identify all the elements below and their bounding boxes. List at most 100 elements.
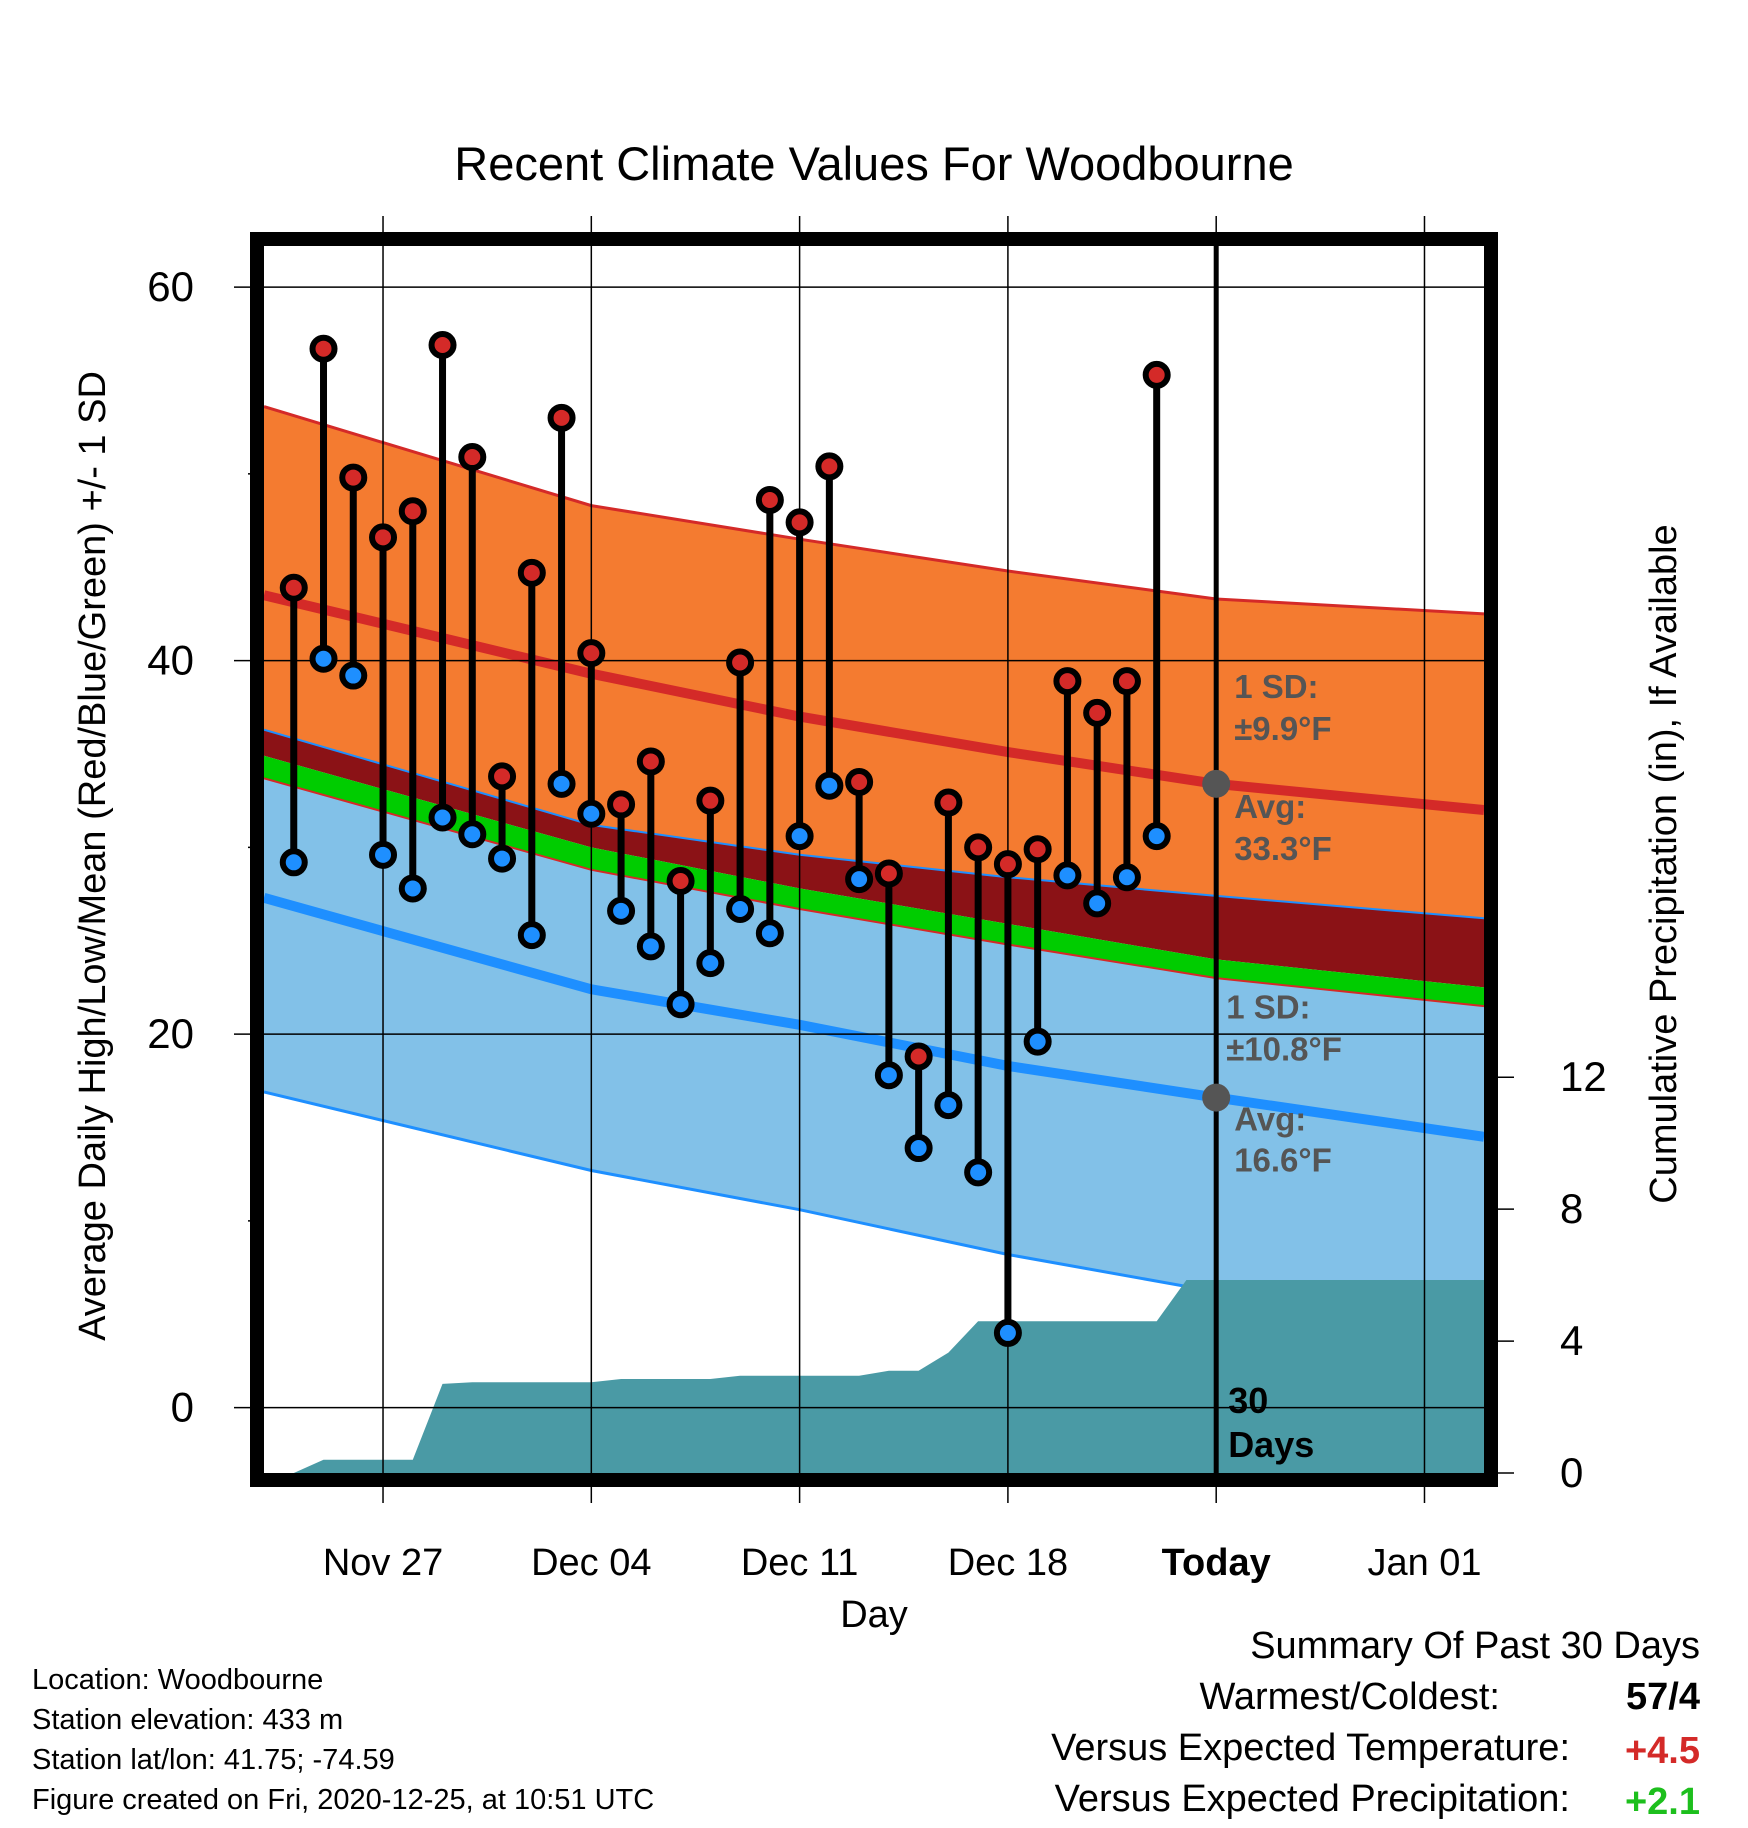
summary-title: Summary Of Past 30 Days (1250, 1625, 1700, 1667)
daily-high-point (398, 497, 427, 526)
daily-low-point (398, 874, 427, 903)
daily-low-point (369, 840, 398, 869)
daily-high-point (845, 767, 874, 796)
info-location: Location: Woodbourne (32, 1664, 324, 1696)
daily-low-point (279, 848, 308, 877)
daily-high-point (636, 747, 665, 776)
daily-high-point (607, 790, 636, 819)
daily-low-point (755, 919, 784, 948)
daily-low-point (339, 661, 368, 690)
daily-low-point (488, 844, 517, 873)
daily-low-point (1023, 1027, 1052, 1056)
daily-low-point (547, 769, 576, 798)
x-tick-label: Jan 01 (1367, 1542, 1481, 1584)
daily-low-point (726, 894, 755, 923)
daily-low-point (785, 822, 814, 851)
low-avg-marker (1202, 1083, 1231, 1112)
daily-high-point (339, 463, 368, 492)
annotation-high-sd-label: 1 SD: (1234, 668, 1318, 705)
daily-high-point (904, 1042, 933, 1071)
warmest-value: 57 (1626, 1676, 1669, 1718)
daily-low-point (517, 921, 546, 950)
high-avg-marker (1202, 769, 1231, 798)
daily-low-point (874, 1061, 903, 1090)
daily-low-point (607, 896, 636, 925)
daily-low-point (458, 820, 487, 849)
info-created: Figure created on Fri, 2020-12-25, at 10… (32, 1784, 655, 1816)
annotation-30-days-label: Days (1228, 1424, 1314, 1465)
annotation-low-sd-value: ±10.8°F (1226, 1031, 1342, 1068)
plot-content (264, 246, 1484, 1473)
daily-low-point (1112, 863, 1141, 892)
daily-high-point (785, 508, 814, 537)
summary-temp-label: Versus Expected Temperature: (1051, 1727, 1570, 1769)
y2-tick-label: 4 (1560, 1317, 1583, 1364)
y2-tick-label: 12 (1560, 1053, 1607, 1100)
daily-high-point (517, 558, 546, 587)
high-plus-sd-line (264, 405, 1484, 616)
daily-high-point (458, 443, 487, 472)
daily-high-point (369, 523, 398, 552)
daily-high-point (696, 786, 725, 815)
daily-low-point (993, 1318, 1022, 1347)
daily-low-point (1053, 861, 1082, 890)
daily-low-point (1083, 889, 1112, 918)
daily-low-point (964, 1158, 993, 1187)
y2-tick-label: 0 (1560, 1449, 1583, 1496)
low-avg-line (264, 892, 1484, 1142)
chart-title: Recent Climate Values For Woodbourne (454, 137, 1293, 190)
daily-low-point (1142, 822, 1171, 851)
info-latlon: Station lat/lon: 41.75; -74.59 (32, 1744, 395, 1776)
daily-high-point (428, 330, 457, 359)
y-tick-label: 40 (147, 637, 194, 684)
plot-frame (250, 232, 1498, 1487)
x-tick-label: Nov 27 (323, 1542, 443, 1584)
annotation-low-avg-value: 16.6°F (1234, 1142, 1332, 1179)
summary-warmest-label: Warmest/Coldest: (1199, 1676, 1500, 1718)
daily-high-point (488, 762, 517, 791)
x-tick-label: Today (1162, 1542, 1271, 1584)
mean-line-band (264, 755, 1484, 1007)
daily-high-point (1112, 667, 1141, 696)
daily-low-point (636, 932, 665, 961)
x-tick-label: Dec 18 (948, 1542, 1068, 1584)
daily-low-point (845, 865, 874, 894)
daily-low-point (577, 799, 606, 828)
summary-precip-label: Versus Expected Precipitation: (1054, 1778, 1570, 1820)
summary-precip-value: +2.1 (1624, 1781, 1700, 1823)
x-tick-label: Dec 04 (531, 1542, 651, 1584)
daily-high-point (934, 788, 963, 817)
daily-low-point (428, 803, 457, 832)
daily-high-point (993, 850, 1022, 879)
annotation-low-avg-label: Avg: (1234, 1101, 1306, 1138)
daily-high-point (309, 334, 338, 363)
high-minus-sd-line (264, 728, 1484, 920)
daily-low-point (666, 990, 695, 1019)
y-tick-label: 20 (147, 1010, 194, 1057)
summary-warmest-value: 57/4 (1626, 1676, 1700, 1718)
daily-high-point (1142, 360, 1171, 389)
annotation-high-sd-value: ±9.9°F (1234, 710, 1331, 747)
daily-low-point (815, 771, 844, 800)
y2-axis-label: Cumulative Precipitation (in), If Availa… (1643, 524, 1685, 1203)
daily-high-point (279, 573, 308, 602)
daily-high-point (577, 639, 606, 668)
daily-high-point (755, 485, 784, 514)
annotation-high-avg-value: 33.3°F (1234, 830, 1332, 867)
daily-high-point (726, 648, 755, 677)
x-axis-label: Day (840, 1594, 908, 1636)
low-sd-band (264, 778, 1484, 1333)
plot-area: 1 SD: ±9.9°F Avg: 33.3°F 1 SD: ±10.8°F Avg: 16.… (147, 216, 1607, 1584)
annotation-high-avg-label: Avg: (1234, 788, 1306, 825)
daily-high-point (1053, 667, 1082, 696)
y-axis-label: Average Daily High/Low/Mean (Red/Blue/Gr… (72, 371, 114, 1341)
daily-low-point (696, 949, 725, 978)
y-tick-label: 0 (171, 1384, 194, 1431)
coldest-value: 4 (1678, 1676, 1700, 1718)
daily-high-point (547, 403, 576, 432)
y2-tick-label: 8 (1560, 1185, 1583, 1232)
mean-minus-sd-line (264, 777, 1484, 1008)
daily-low-point (309, 644, 338, 673)
daily-high-point (964, 833, 993, 862)
